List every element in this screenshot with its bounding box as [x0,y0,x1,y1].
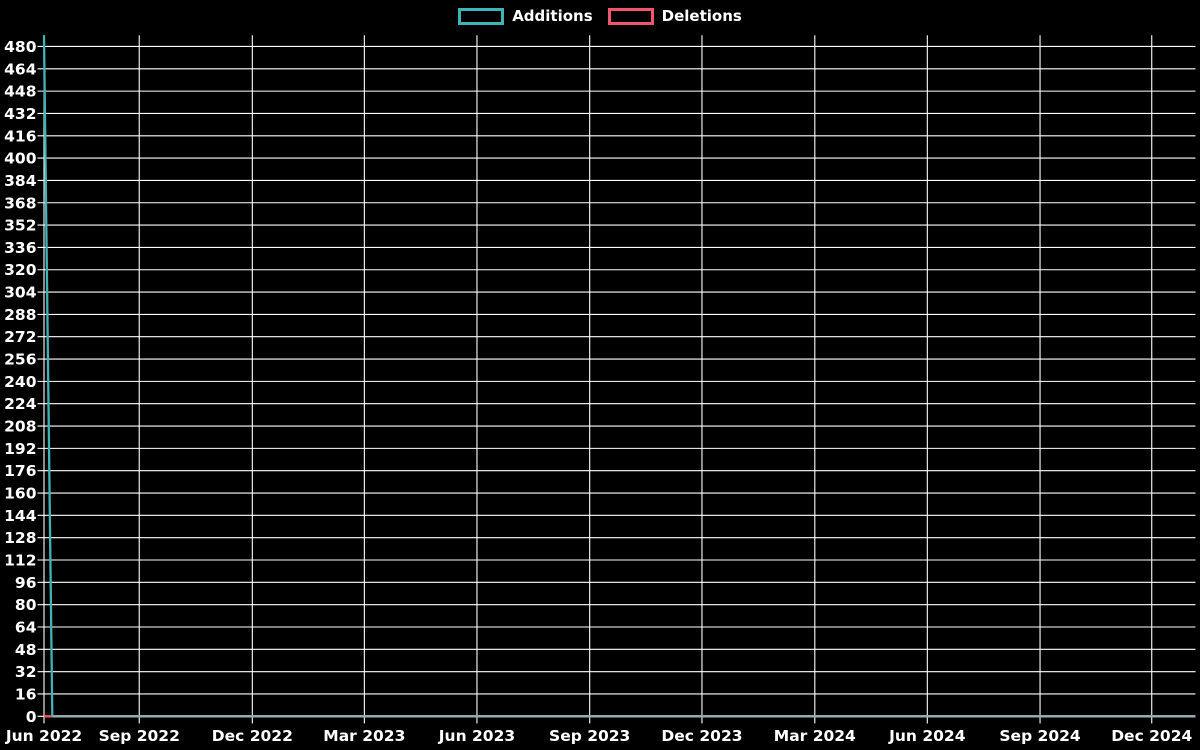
y-tick-label: 224 [4,395,37,413]
legend-item-deletions: Deletions [607,7,742,25]
additions-legend-label: Additions [512,7,593,25]
y-tick-label: 304 [4,284,37,302]
y-tick-label: 416 [4,127,36,145]
y-tick-label: 384 [4,172,37,190]
chart-legend: Additions Deletions [0,7,1200,25]
y-tick-label: 176 [4,462,36,480]
y-tick-label: 160 [4,485,37,503]
y-tick-label: 48 [15,641,37,659]
additions-legend-swatch-icon [458,7,505,25]
y-tick-label: 400 [4,150,37,168]
y-tick-label: 320 [4,261,37,279]
y-tick-label: 208 [4,418,36,436]
y-tick-label: 256 [4,351,36,369]
y-tick-label: 64 [15,618,37,636]
y-tick-label: 240 [4,373,37,391]
y-tick-label: 432 [4,105,36,123]
y-tick-label: 336 [4,239,36,257]
x-tick-label: Jun 2022 [5,727,82,745]
x-tick-label: Jun 2023 [438,727,515,745]
y-tick-label: 0 [26,708,37,726]
y-tick-label: 128 [4,529,36,547]
y-tick-label: 32 [15,663,37,681]
y-tick-label: 464 [4,60,37,78]
x-tick-label: Mar 2024 [774,727,856,745]
x-tick-label: Dec 2024 [1111,727,1192,745]
y-tick-label: 96 [15,574,37,592]
y-tick-label: 80 [15,596,37,614]
y-tick-label: 448 [4,83,36,101]
x-tick-label: Sep 2024 [999,727,1081,745]
additions-line [42,35,54,717]
y-tick-label: 288 [4,306,36,324]
y-tick-label: 16 [15,685,37,703]
y-tick-label: 272 [4,328,36,346]
y-tick-label: 352 [4,217,36,235]
deletions-legend-swatch-icon [607,7,654,25]
x-tick-label: Dec 2022 [212,727,293,745]
y-tick-label: 368 [4,194,36,212]
y-tick-label: 112 [4,552,36,570]
deletions-legend-label: Deletions [661,7,742,25]
y-tick-label: 192 [4,440,36,458]
x-tick-label: Jun 2024 [888,727,966,745]
x-tick-label: Dec 2023 [661,727,742,745]
x-tick-label: Sep 2022 [99,727,180,745]
x-tick-label: Sep 2023 [549,727,630,745]
x-tick-label: Mar 2023 [323,727,405,745]
y-tick-label: 480 [4,38,37,56]
y-tick-label: 144 [4,507,37,525]
legend-item-additions: Additions [458,7,593,25]
